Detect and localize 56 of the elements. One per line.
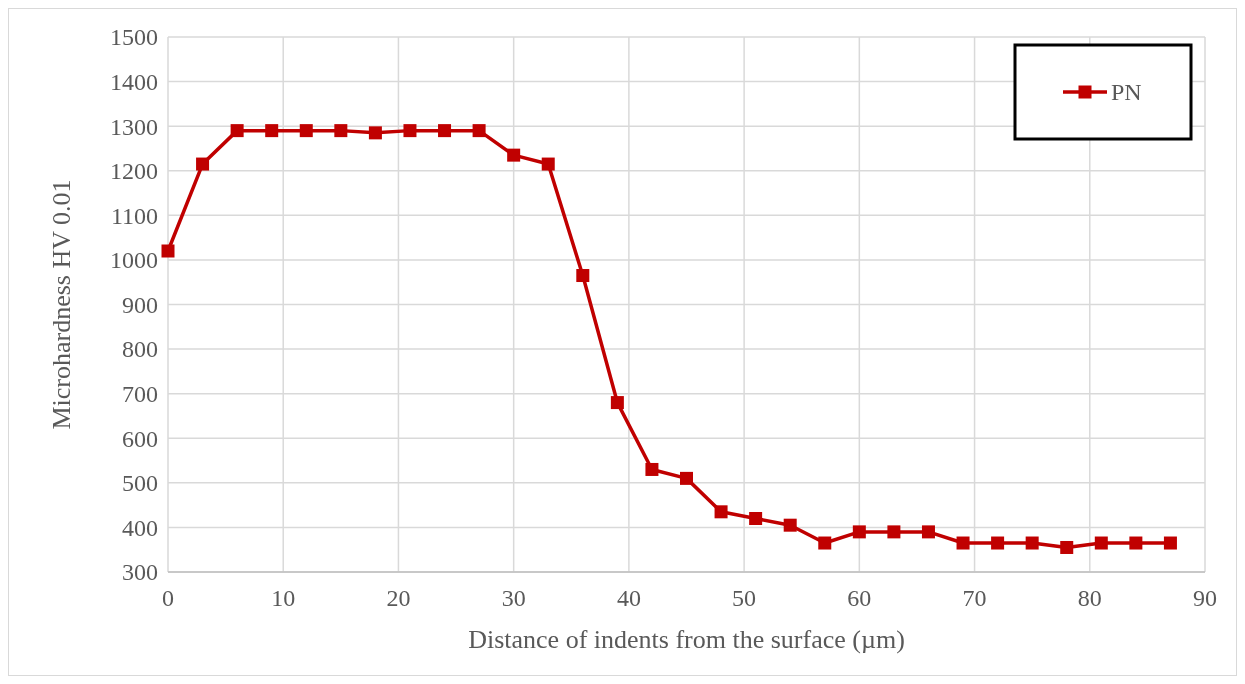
y-tick-label: 1300 (110, 113, 158, 140)
y-tick-label: 1400 (110, 68, 158, 95)
x-tick-label: 10 (271, 585, 296, 611)
x-tick-label: 80 (1077, 585, 1102, 611)
x-tick-label: 0 (162, 585, 174, 611)
y-tick-label: 800 (122, 336, 158, 363)
y-tick-label: 1500 (110, 24, 158, 51)
y-tick-label: 1100 (110, 202, 158, 229)
point (991, 536, 1005, 550)
point (921, 525, 935, 539)
x-tick-label: 60 (847, 585, 872, 611)
point (403, 124, 417, 138)
y-tick-label: 600 (122, 425, 158, 452)
x-tick-label: 40 (616, 585, 641, 611)
point (576, 269, 590, 283)
x-axis-title: Distance of indents from the surface (µm) (468, 625, 905, 654)
point (472, 124, 486, 138)
point (161, 244, 175, 258)
point (299, 124, 313, 138)
point (1129, 536, 1143, 550)
point (956, 536, 970, 550)
x-tick-label: 20 (386, 585, 411, 611)
point (714, 505, 728, 519)
point (818, 536, 832, 550)
point (541, 157, 555, 171)
point (1094, 536, 1108, 550)
y-tick-label: 700 (122, 381, 158, 408)
x-tick-label: 70 (962, 585, 987, 611)
y-tick-label: 500 (122, 470, 158, 497)
point (1163, 536, 1177, 550)
point (680, 471, 693, 485)
point (1025, 536, 1039, 550)
y-tick-label: 1000 (110, 247, 158, 274)
point (610, 396, 624, 410)
point (749, 512, 763, 525)
point (368, 126, 382, 140)
point (334, 124, 348, 138)
point (1060, 540, 1074, 554)
legend-label: PN (1111, 79, 1142, 106)
y-tick-label: 400 (122, 514, 158, 541)
point (438, 124, 452, 138)
point (507, 148, 521, 162)
point (645, 462, 659, 476)
point (265, 124, 279, 138)
point (783, 518, 797, 532)
point (196, 157, 210, 171)
x-tick-label: 90 (1193, 585, 1217, 611)
point (852, 525, 866, 539)
point (230, 124, 244, 138)
y-axis-title: Microhardness HV 0.01 (47, 179, 76, 430)
point (887, 525, 901, 539)
y-tick-label: 300 (122, 559, 158, 586)
x-tick-label: 30 (501, 585, 526, 611)
y-tick-label: 1200 (110, 158, 158, 185)
y-tick-label: 900 (122, 291, 158, 318)
x-tick-label: 50 (732, 585, 757, 611)
